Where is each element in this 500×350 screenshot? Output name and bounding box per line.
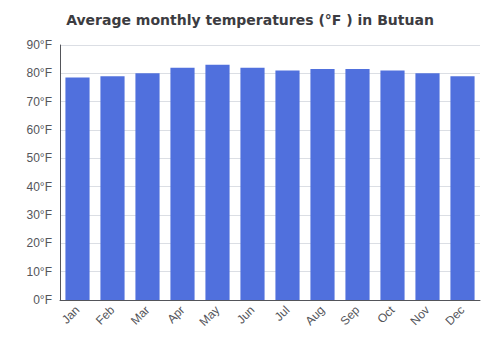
svg-text:Jul: Jul bbox=[272, 303, 293, 324]
svg-text:80°F: 80°F bbox=[27, 66, 52, 80]
svg-text:90°F: 90°F bbox=[27, 38, 52, 52]
svg-text:May: May bbox=[197, 303, 223, 329]
svg-text:30°F: 30°F bbox=[27, 208, 52, 222]
svg-text:Mar: Mar bbox=[128, 303, 153, 327]
svg-text:Dec: Dec bbox=[442, 303, 467, 328]
svg-text:50°F: 50°F bbox=[27, 151, 52, 165]
svg-text:70°F: 70°F bbox=[27, 95, 52, 109]
svg-text:Jan: Jan bbox=[59, 303, 83, 327]
svg-text:Aug: Aug bbox=[302, 303, 327, 328]
svg-text:0°F: 0°F bbox=[33, 293, 52, 307]
svg-text:60°F: 60°F bbox=[27, 123, 52, 137]
svg-text:Apr: Apr bbox=[164, 303, 187, 326]
svg-text:Nov: Nov bbox=[407, 303, 432, 328]
svg-text:Oct: Oct bbox=[374, 303, 398, 327]
svg-text:40°F: 40°F bbox=[27, 180, 52, 194]
svg-text:Feb: Feb bbox=[93, 303, 118, 328]
svg-text:20°F: 20°F bbox=[27, 236, 52, 250]
svg-text:Average monthly temperatures (: Average monthly temperatures (°F ) in Bu… bbox=[66, 12, 434, 28]
svg-text:Sep: Sep bbox=[337, 303, 362, 328]
svg-text:Jun: Jun bbox=[234, 303, 258, 327]
svg-text:10°F: 10°F bbox=[27, 265, 52, 279]
